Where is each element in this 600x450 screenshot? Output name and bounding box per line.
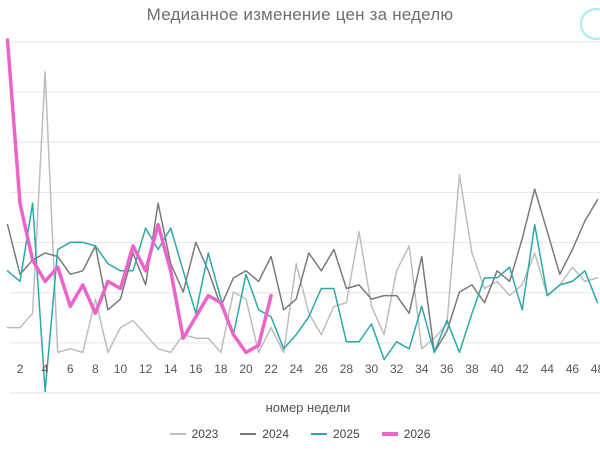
x-tick-label: 16 xyxy=(189,362,203,376)
x-tick-label: 30 xyxy=(365,362,379,376)
x-tick-label: 34 xyxy=(415,362,429,376)
x-tick-label: 18 xyxy=(214,362,228,376)
x-tick-label: 46 xyxy=(566,362,580,376)
x-axis-label: номер недели xyxy=(266,400,351,415)
x-tick-label: 40 xyxy=(490,362,504,376)
x-tick-label: 38 xyxy=(465,362,479,376)
x-tick-label: 26 xyxy=(315,362,329,376)
chart-title: Медианное изменение цен за неделю xyxy=(146,5,454,24)
series-line-2023 xyxy=(6,71,599,354)
x-tick-label: 44 xyxy=(541,362,555,376)
legend-swatch xyxy=(381,432,398,436)
series-lines xyxy=(5,38,599,393)
legend-item-2023: 2023 xyxy=(169,427,219,441)
series-line-2026 xyxy=(5,38,273,355)
x-tick-label: 48 xyxy=(591,362,600,376)
series-line-2024 xyxy=(6,188,599,354)
x-tick-label: 32 xyxy=(390,362,404,376)
grid-lines xyxy=(10,41,600,394)
legend-label: 2023 xyxy=(191,427,219,441)
legend-label: 2026 xyxy=(403,427,431,441)
x-tick-label: 2 xyxy=(17,362,24,376)
x-tick-label: 6 xyxy=(67,362,74,376)
x-tick-label: 42 xyxy=(515,362,529,376)
x-tick-label: 24 xyxy=(290,362,304,376)
legend: 2023 2024 2025 2026 xyxy=(0,427,600,441)
legend-item-2024: 2024 xyxy=(240,427,289,441)
legend-swatch xyxy=(311,433,327,435)
x-tick-label: 10 xyxy=(114,362,128,376)
x-tick-label: 14 xyxy=(164,362,178,376)
legend-label: 2024 xyxy=(262,427,289,441)
legend-swatch xyxy=(240,433,257,435)
legend-item-2026: 2026 xyxy=(381,427,431,441)
x-tick-label: 28 xyxy=(340,362,354,376)
x-tick-label: 4 xyxy=(42,362,49,376)
corner-circle-icon xyxy=(580,8,600,40)
x-tick-label: 8 xyxy=(92,362,99,376)
legend-swatch xyxy=(169,433,186,435)
x-tick-label: 20 xyxy=(239,362,253,376)
legend-label: 2025 xyxy=(333,427,360,441)
legend-item-2025: 2025 xyxy=(311,427,360,441)
series-line-2025 xyxy=(6,202,599,393)
x-tick-label: 22 xyxy=(264,362,278,376)
x-tick-label: 12 xyxy=(139,362,153,376)
x-tick-label: 36 xyxy=(440,362,454,376)
x-tick-labels: 2 4 6 8 10 12 14 16 18 20 22 24 26 28 30 32 34 36 38 40 42 44… xyxy=(17,362,600,376)
